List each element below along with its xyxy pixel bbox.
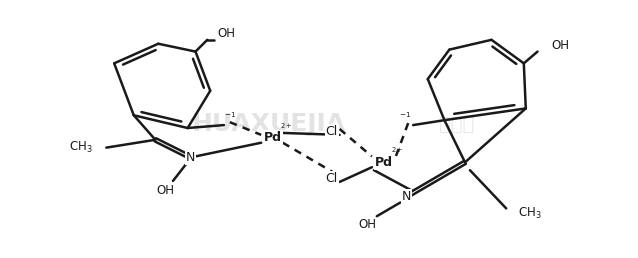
Text: $^{2+}$: $^{2+}$: [391, 148, 404, 158]
Text: OH: OH: [551, 39, 569, 52]
Text: CH$_3$: CH$_3$: [518, 206, 542, 221]
Text: $^{-1}$: $^{-1}$: [399, 112, 412, 122]
Text: Cl: Cl: [325, 125, 338, 139]
Text: N: N: [186, 151, 195, 164]
Text: Cl: Cl: [325, 173, 338, 186]
Text: OH: OH: [217, 27, 235, 41]
Text: Pd: Pd: [264, 131, 282, 144]
Text: CH$_3$: CH$_3$: [69, 140, 93, 155]
Text: Pd: Pd: [375, 156, 392, 169]
Text: HUAXUEJIA: HUAXUEJIA: [192, 112, 346, 136]
Text: $^{2+}$: $^{2+}$: [280, 123, 293, 133]
Text: $^{-1}$: $^{-1}$: [224, 112, 236, 122]
Text: OH: OH: [156, 184, 174, 197]
Text: OH: OH: [358, 217, 376, 231]
Text: 化学加: 化学加: [439, 115, 474, 133]
Text: N: N: [401, 190, 411, 203]
